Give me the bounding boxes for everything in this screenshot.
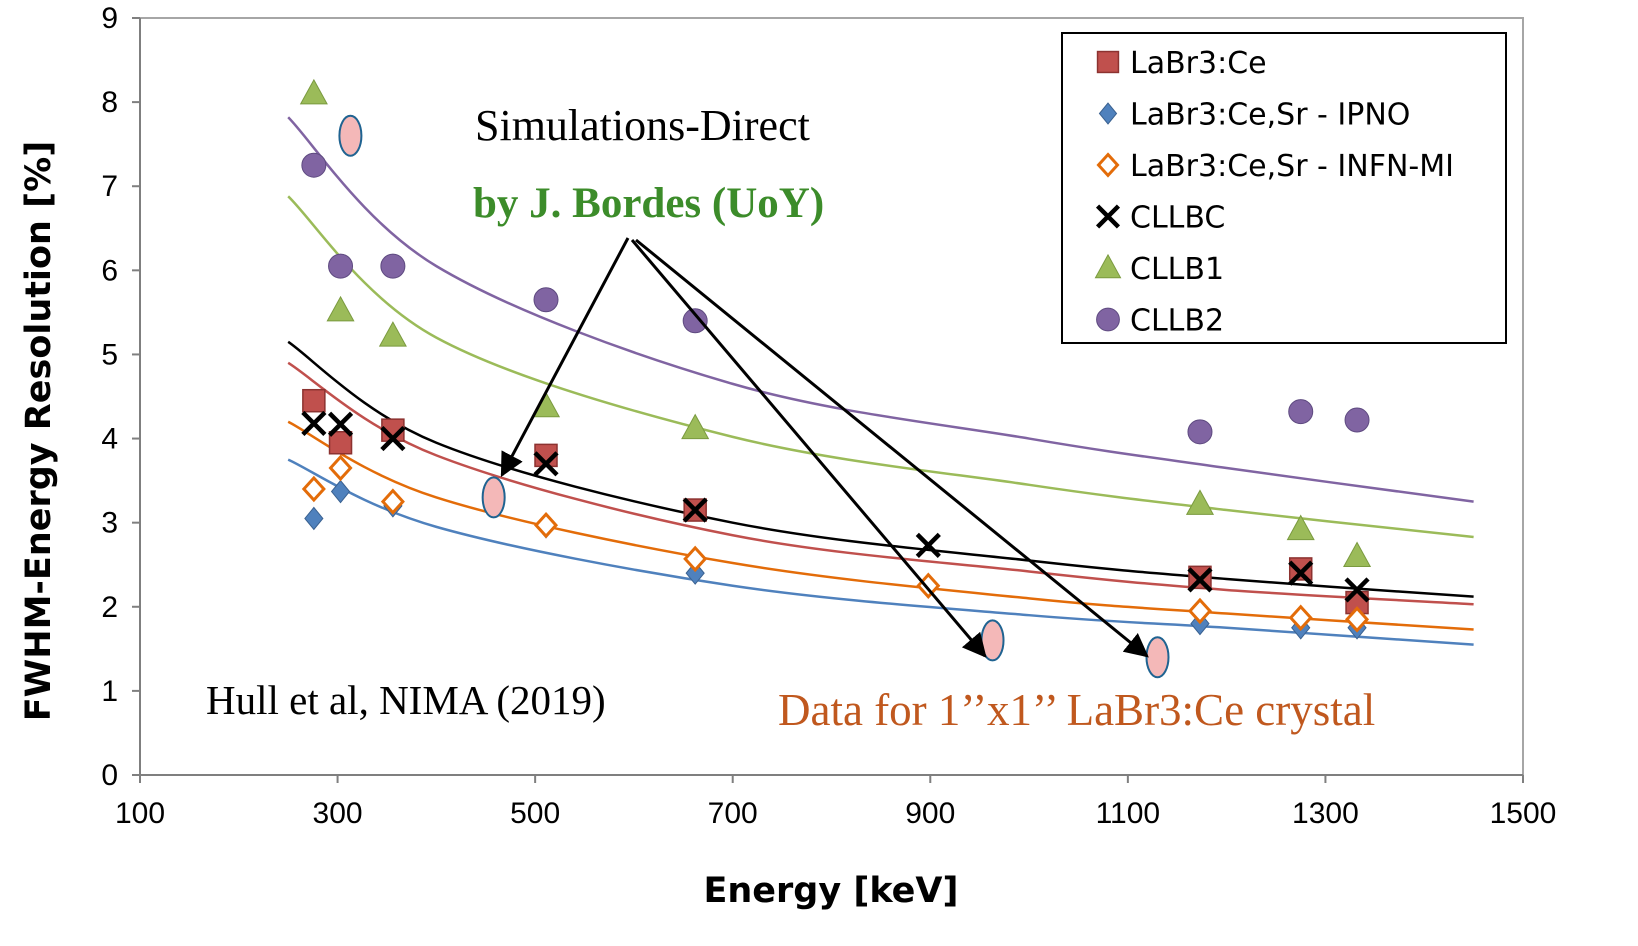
simulation-points	[338, 114, 1170, 679]
x-tick-label: 1500	[1490, 797, 1557, 830]
simulation-point	[481, 476, 506, 519]
legend-box	[1061, 32, 1507, 344]
legend-label-labr3-ce: LaBr3:Ce	[1130, 46, 1267, 81]
point-cllb2	[301, 152, 327, 178]
arrow-to-sim-1130	[635, 238, 1149, 658]
x-tick-label: 900	[905, 797, 955, 830]
y-axis-title: FWHM-Energy Resolution [%]	[19, 141, 59, 721]
point-cllb1	[681, 413, 710, 440]
x-tick-label: 100	[115, 797, 165, 830]
legend-marker-cllb1	[1094, 253, 1122, 279]
x-axis-title: Energy [keV]	[703, 871, 958, 911]
point-cllb2	[682, 308, 708, 334]
fit-curve-labr3-ce	[287, 361, 1474, 606]
simulation-point	[1145, 636, 1170, 679]
point-cllbc	[915, 532, 941, 558]
point-labr3-ce-sr-infn-mi	[380, 488, 405, 515]
point-labr3-ce	[302, 388, 326, 413]
point-labr3-ce-sr-infn-mi	[1187, 597, 1212, 625]
point-labr3-ce-sr-ipno	[330, 479, 351, 504]
fit-curve-labr3-ce-sr-ipno	[287, 458, 1474, 646]
y-tick-label: 4	[101, 423, 118, 456]
point-cllb2	[1187, 419, 1213, 445]
legend-label-cllb2: CLLB2	[1130, 304, 1224, 339]
fit-curve-labr3-ce-sr-infn-mi	[287, 420, 1474, 631]
fit-curve-cllb2	[287, 116, 1474, 503]
point-cllbc	[327, 411, 354, 437]
point-labr3-ce-sr-infn-mi	[328, 454, 353, 482]
fit-curve-cllbc	[287, 340, 1474, 598]
legend-label-labr3-ce-sr-infn-mi: LaBr3:Ce,Sr - INFN-MI	[1130, 149, 1454, 184]
legend-marker-cllb2	[1096, 307, 1120, 332]
legend-label-cllb1: CLLB1	[1130, 252, 1224, 287]
y-tick-label: 2	[101, 591, 118, 624]
legend-marker-cllbc	[1095, 204, 1121, 229]
point-labr3-ce-sr-infn-mi	[301, 475, 326, 503]
legend-marker-labr3-ce	[1096, 50, 1120, 74]
point-labr3-ce	[328, 431, 353, 455]
point-labr3-ce-sr-infn-mi	[683, 545, 708, 573]
x-axis-ticks: 100 300 500 700 900 1100 1300 1500	[115, 775, 1556, 830]
x-tick-label: 300	[313, 797, 363, 830]
y-tick-label: 0	[101, 759, 118, 792]
point-cllb1	[1185, 489, 1215, 515]
legend-marker-labr3-ce-sr-ipno	[1098, 102, 1118, 125]
fit-curve-cllb1	[287, 195, 1474, 539]
x-tick-label: 1100	[1096, 797, 1161, 830]
annotation-arrows	[500, 237, 1149, 658]
y-tick-label: 8	[101, 86, 118, 119]
point-cllb1	[1342, 541, 1372, 568]
point-cllb2	[328, 253, 354, 279]
point-cllb2	[1344, 407, 1370, 433]
point-cllbc	[1187, 567, 1213, 593]
x-tick-label: 1300	[1292, 797, 1359, 830]
point-cllbc	[301, 410, 327, 437]
y-tick-label: 6	[101, 254, 118, 287]
point-cllbc	[533, 451, 559, 477]
y-tick-label: 9	[101, 2, 118, 35]
annotation-bordes: by J. Bordes (UoY)	[473, 180, 824, 227]
y-tick-label: 1	[101, 675, 118, 708]
data-points	[299, 78, 1372, 640]
point-cllb2	[533, 287, 559, 313]
point-cllbc	[380, 425, 406, 452]
y-tick-label: 7	[101, 170, 118, 203]
annotation-simulations-direct: Simulations-Direct	[475, 101, 810, 150]
y-tick-label: 3	[101, 507, 118, 540]
point-cllb1	[326, 295, 355, 322]
legend: LaBr3:Ce LaBr3:Ce,Sr - IPNO LaBr3:Ce,Sr - …	[1094, 46, 1454, 339]
point-labr3-ce-sr-ipno	[685, 561, 705, 585]
point-cllb2	[1288, 399, 1314, 425]
point-cllbc	[1288, 560, 1314, 586]
point-cllb1	[378, 321, 407, 347]
point-labr3-ce-sr-infn-mi	[533, 511, 559, 539]
legend-marker-labr3-ce-sr-infn-mi	[1096, 152, 1120, 178]
legend-label-labr3-ce-sr-ipno: LaBr3:Ce,Sr - IPNO	[1130, 98, 1410, 133]
point-labr3-ce-sr-infn-mi	[1288, 604, 1313, 631]
annotation-reference: Hull et al, NIMA (2019)	[206, 677, 606, 723]
point-cllbc	[682, 497, 708, 523]
y-tick-label: 5	[101, 338, 118, 371]
point-cllb1	[1286, 514, 1315, 541]
point-labr3-ce-sr-ipno	[304, 506, 324, 531]
arrow-to-sim-963	[630, 239, 987, 658]
point-cllb1	[299, 78, 328, 105]
y-axis-ticks: 0 1 2 3 4 5 6 7 8 9	[101, 2, 140, 792]
x-tick-label: 500	[510, 797, 560, 830]
annotation-data-note: Data for 1’’x1’’ LaBr3:Ce crystal	[778, 685, 1375, 735]
simulation-point	[338, 114, 363, 157]
point-labr3-ce	[1288, 557, 1313, 581]
point-cllbc	[1344, 577, 1370, 603]
fit-curves	[287, 116, 1474, 646]
x-tick-label: 700	[708, 797, 758, 830]
point-labr3-ce-sr-infn-mi	[1345, 606, 1370, 633]
legend-label-cllbc: CLLBC	[1130, 201, 1225, 236]
arrow-to-sim-458	[500, 237, 630, 478]
point-cllb2	[380, 253, 406, 279]
